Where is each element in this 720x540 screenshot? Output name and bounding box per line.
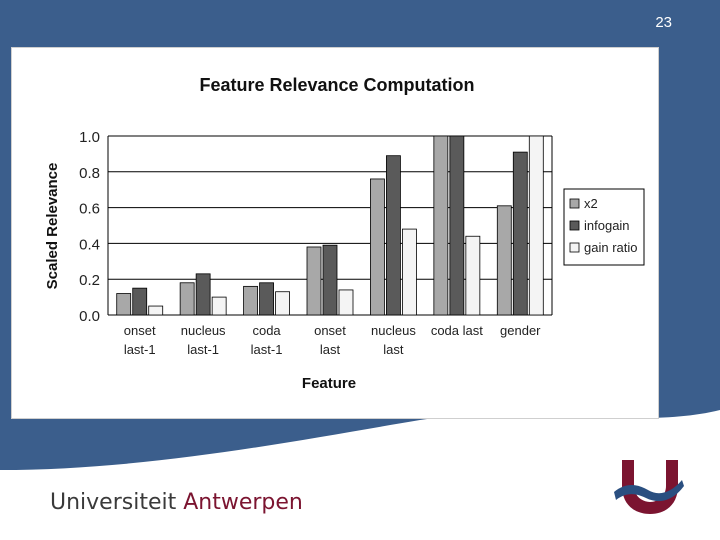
chart-legend: x2 infogain gain ratio <box>563 188 645 266</box>
x-tick-label: last <box>383 342 404 357</box>
x-tick-label: last-1 <box>251 342 283 357</box>
bar-x2 <box>179 282 195 316</box>
chart-frame: Feature Relevance Computation Scaled Rel… <box>11 47 659 419</box>
university-wordmark: Universiteit Antwerpen <box>50 490 303 515</box>
x-tick-label: onset <box>314 323 346 338</box>
bar-gain-ratio <box>211 296 227 316</box>
brand-first-word: Universiteit <box>50 490 177 515</box>
x-tick-label: gender <box>500 323 541 338</box>
y-tick-label: 0.6 <box>79 201 100 218</box>
bar-gain-ratio <box>528 135 544 316</box>
bar-gain-ratio <box>402 228 417 316</box>
bar-gain-ratio <box>338 289 354 316</box>
bar-x2 <box>243 285 258 316</box>
x-tick-label: last-1 <box>124 342 156 357</box>
legend-label: infogain <box>584 218 630 233</box>
x-tick-label: onset <box>124 323 156 338</box>
y-tick-label: 1.0 <box>79 129 100 146</box>
bar-infogain <box>259 282 274 316</box>
bar-infogain <box>322 244 338 316</box>
legend-swatch <box>569 242 580 253</box>
logo-wave <box>614 480 684 502</box>
bar-x2 <box>496 205 512 316</box>
university-logo-icon <box>614 460 684 514</box>
slide-number: 23 <box>655 14 672 31</box>
x-axis-label: Feature <box>302 375 356 392</box>
bar-gain-ratio <box>148 305 164 316</box>
legend-label: x2 <box>584 196 598 211</box>
bar-infogain <box>195 273 211 316</box>
x-tick-label: coda <box>252 323 281 338</box>
y-tick-label: 0.4 <box>79 236 100 253</box>
bar-gain-ratio <box>465 235 481 316</box>
bar-x2 <box>433 135 449 316</box>
legend-label: gain ratio <box>584 240 637 255</box>
plot-area: 0.0 0.2 0.4 0.6 0.8 1.0 onset last-1 nucleus last… <box>79 129 553 357</box>
chart-title: Feature Relevance Computation <box>199 75 474 95</box>
bar-x2 <box>306 246 322 316</box>
bar-infogain <box>512 151 528 316</box>
bar-x2 <box>370 178 385 316</box>
legend-swatch <box>569 220 580 231</box>
bar-infogain <box>386 155 401 316</box>
bar-gain-ratio <box>275 291 290 316</box>
y-tick-label: 0.2 <box>79 272 100 289</box>
bar-infogain <box>449 135 465 316</box>
x-tick-label: last <box>320 342 341 357</box>
y-tick-label: 0.0 <box>79 308 100 325</box>
x-tick-label: nucleus <box>371 323 416 338</box>
y-axis-label: Scaled Relevance <box>44 163 61 290</box>
x-tick-label: last-1 <box>187 342 219 357</box>
x-tick-label: coda last <box>431 323 483 338</box>
x-tick-label: nucleus <box>181 323 226 338</box>
bar-infogain <box>132 287 148 316</box>
y-tick-label: 0.8 <box>79 165 100 182</box>
logo-u-shape <box>622 460 678 514</box>
legend-swatch <box>569 198 580 209</box>
brand-second-word: Antwerpen <box>176 490 303 515</box>
bar-x2 <box>116 293 132 316</box>
bar-chart: Feature Relevance Computation Scaled Rel… <box>44 75 645 392</box>
